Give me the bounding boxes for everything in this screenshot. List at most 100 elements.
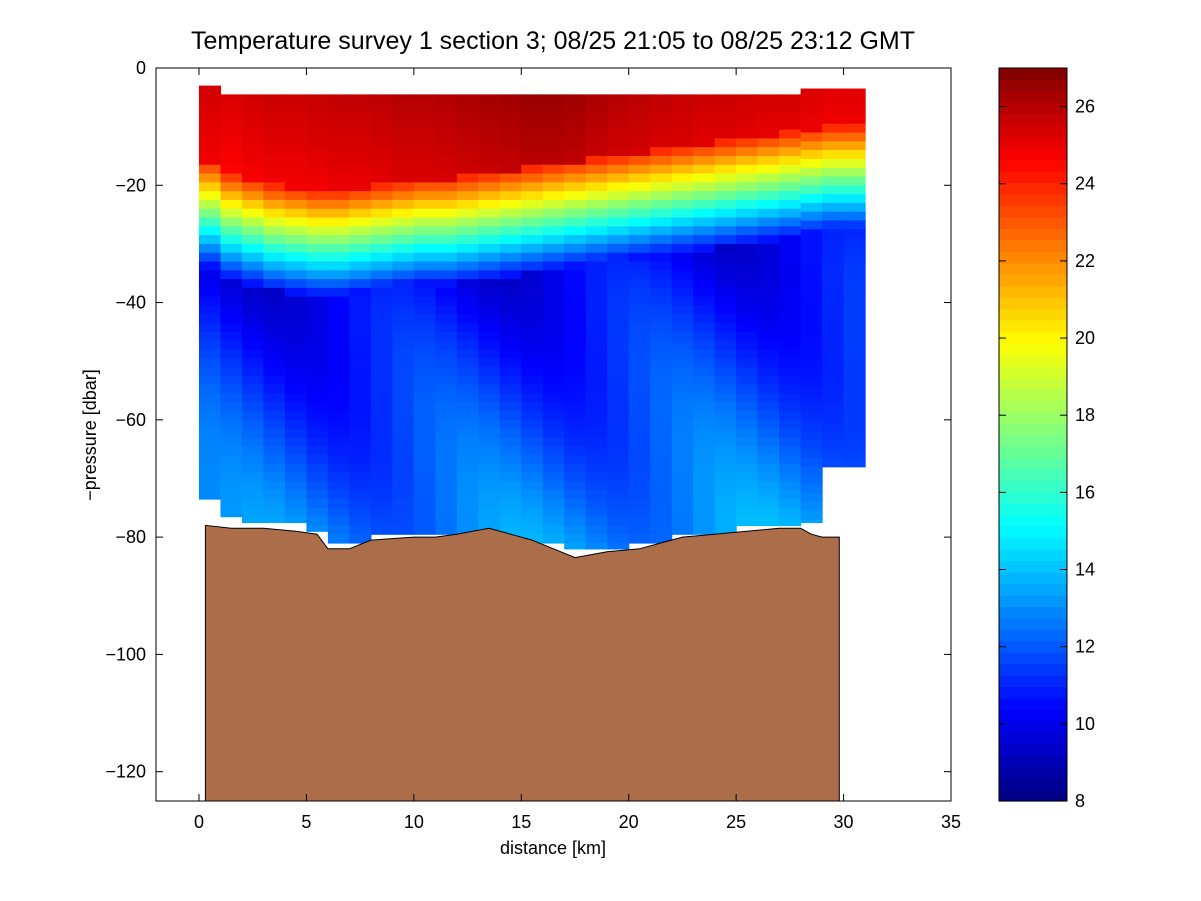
field-cell <box>671 314 694 324</box>
field-cell <box>435 129 458 139</box>
field-cell <box>392 349 415 359</box>
field-cell <box>671 367 694 377</box>
field-cell <box>800 194 823 204</box>
field-cell <box>607 111 630 122</box>
field-cell <box>650 94 673 104</box>
field-cell <box>413 402 436 412</box>
field-cell <box>521 534 544 544</box>
field-cell <box>714 261 737 271</box>
field-cell <box>327 252 350 263</box>
field-cell <box>327 191 350 201</box>
field-cell <box>306 129 329 139</box>
colorbar-level <box>999 136 1067 149</box>
field-cell <box>521 499 544 509</box>
field-cell <box>822 150 845 160</box>
field-cell <box>241 279 265 289</box>
colorbar-level <box>999 778 1067 791</box>
field-cell <box>413 428 436 439</box>
field-cell <box>478 138 501 148</box>
field-cell <box>263 490 286 500</box>
field-cell <box>306 481 329 491</box>
field-cell <box>220 446 243 456</box>
field-cell <box>714 402 737 412</box>
field-cell <box>284 111 308 122</box>
field-cell <box>736 340 759 351</box>
y-tick-label: −80 <box>115 527 146 547</box>
field-cell <box>585 331 608 342</box>
field-cell <box>220 217 243 227</box>
field-cell <box>456 516 479 526</box>
field-cell <box>220 490 243 500</box>
field-cell <box>564 94 587 104</box>
field-cell <box>392 173 415 183</box>
field-cell <box>478 507 501 518</box>
field-cell <box>779 208 802 219</box>
field-cell <box>843 88 866 98</box>
field-cell <box>607 252 630 263</box>
field-cell <box>521 402 544 412</box>
field-cell <box>435 455 458 465</box>
field-cell <box>800 519 823 524</box>
field-cell <box>284 331 308 342</box>
field-cell <box>263 111 286 122</box>
field-cell <box>542 507 565 518</box>
field-cell <box>241 375 265 386</box>
field-cell <box>370 164 393 175</box>
field-cell <box>456 402 479 412</box>
field-cell <box>327 235 350 245</box>
field-cell <box>521 349 544 359</box>
field-cell <box>585 182 608 192</box>
field-cell <box>413 446 436 456</box>
field-cell <box>284 305 308 315</box>
field-cell <box>585 155 608 166</box>
field-cell <box>499 419 522 430</box>
field-cell <box>284 155 308 166</box>
field-cell <box>693 129 716 139</box>
field-cell <box>564 147 587 157</box>
field-cell <box>693 261 716 271</box>
field-cell <box>671 103 694 113</box>
field-cell <box>349 129 372 139</box>
field-cell <box>736 111 759 122</box>
field-cell <box>757 226 780 236</box>
field-cell <box>392 191 415 201</box>
field-cell <box>822 326 845 336</box>
field-cell <box>757 516 780 526</box>
field-cell <box>671 217 694 227</box>
field-cell <box>220 331 243 342</box>
field-cell <box>542 94 565 104</box>
field-cell <box>800 466 823 477</box>
field-cell <box>736 349 759 359</box>
field-cell <box>456 208 479 219</box>
field-cell <box>349 358 372 368</box>
field-cell <box>284 103 308 113</box>
field-cell <box>585 463 608 474</box>
field-cell <box>779 463 802 474</box>
field-cell <box>671 499 694 509</box>
field-cell <box>779 138 802 148</box>
field-cell <box>521 463 544 474</box>
field-cell <box>263 235 286 245</box>
field-cell <box>435 393 458 403</box>
field-cell <box>478 243 501 254</box>
field-cell <box>779 120 802 131</box>
x-axis-label: distance [km] <box>500 838 606 858</box>
field-cell <box>779 287 802 298</box>
field-cell <box>327 243 350 254</box>
field-cell <box>650 252 673 263</box>
field-cell <box>284 138 308 148</box>
field-cell <box>607 191 630 201</box>
field-cell <box>736 481 759 491</box>
y-tick-label: −120 <box>105 762 146 782</box>
field-cell <box>263 94 286 104</box>
field-cell <box>693 173 716 183</box>
field-cell <box>220 103 243 113</box>
field-cell <box>564 261 587 271</box>
field-cell <box>263 217 286 227</box>
field-cell <box>456 507 479 518</box>
field-cell <box>370 314 393 324</box>
colorbar-level <box>999 308 1067 321</box>
field-cell <box>306 499 329 509</box>
field-cell <box>478 261 501 271</box>
colorbar-level <box>999 617 1067 630</box>
